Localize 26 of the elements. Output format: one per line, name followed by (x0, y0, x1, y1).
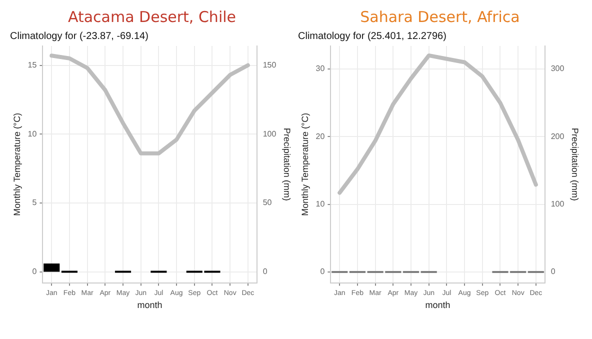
chart-subtitle: Climatology for (25.401, 12.2796) (298, 30, 446, 42)
y-tick-label: 10 (28, 129, 38, 138)
y-axis-title: Monthly Temperature (°C) (300, 112, 310, 216)
x-axis-title: month (425, 300, 450, 310)
y-axis-title: Monthly Temperature (°C) (12, 112, 22, 216)
y-tick-label: 30 (316, 64, 326, 74)
y2-axis-title: Precipitation (mm) (282, 128, 292, 201)
y2-tick-label: 100 (550, 200, 565, 209)
y2-tick-label: 0 (550, 267, 556, 276)
chart-title: Atacama Desert, Chile (66, 8, 238, 28)
y2-tick-label: 0 (262, 266, 268, 276)
x-axis-title: month (137, 300, 162, 310)
y2-axis-title: Precipitation (mm) (570, 128, 580, 201)
y2-tick-label: 300 (550, 64, 565, 74)
y-tick-label: 10 (316, 200, 326, 209)
chart-subtitle: Climatology for (-23.87, -69.14) (10, 30, 148, 42)
chart-title: Sahara Desert, Africa (359, 8, 521, 28)
y2-tick-label: 150 (262, 60, 277, 70)
y2-tick-label: 200 (550, 132, 565, 141)
y-tick-label: 0 (320, 267, 326, 276)
y-tick-label: 5 (32, 198, 38, 208)
y-tick-label: 15 (28, 60, 38, 70)
y-tick-label: 20 (316, 132, 326, 141)
y2-tick-label: 100 (262, 129, 277, 138)
y-tick-label: 0 (32, 266, 38, 276)
y2-tick-label: 50 (262, 198, 272, 208)
